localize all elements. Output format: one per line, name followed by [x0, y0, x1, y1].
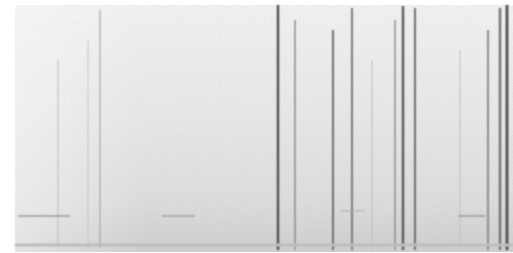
spectrogram-image: [0, 0, 513, 253]
page: [0, 0, 513, 253]
noise: [15, 5, 513, 252]
